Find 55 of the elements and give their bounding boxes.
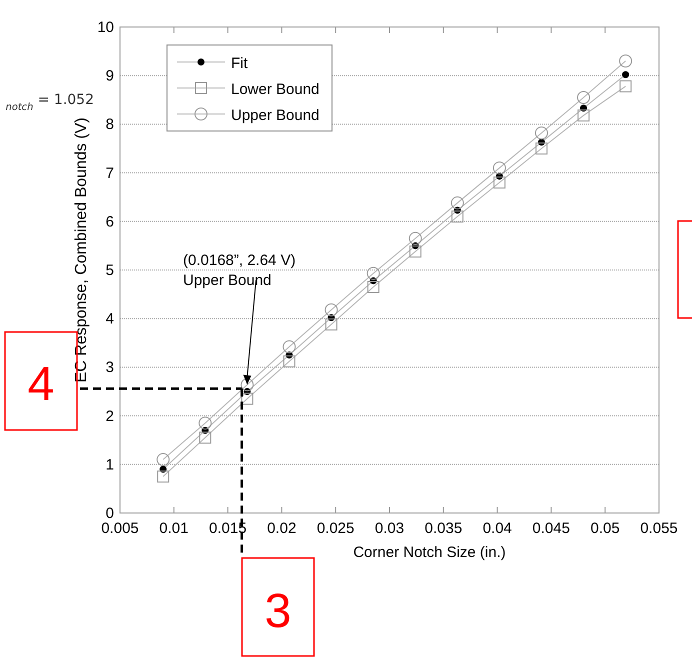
point (198, 416, 212, 430)
point (366, 266, 380, 280)
x-tick-label: 0.03 (374, 520, 404, 537)
y-tick-label: 0 (106, 505, 114, 522)
point (577, 90, 590, 104)
y-tick-label: 8 (106, 116, 114, 134)
point (493, 176, 506, 189)
legend-label: Upper Bound (231, 107, 320, 124)
x-tick-label: 0.05 (590, 520, 620, 537)
point (156, 453, 170, 466)
legend-label: Fit (231, 55, 248, 72)
point (408, 232, 422, 245)
y-tick-label: 6 (106, 213, 114, 230)
text: 4 (28, 358, 54, 411)
y-tick-label: 7 (106, 164, 114, 182)
point (324, 303, 338, 316)
x-tick-label: 0.01 (159, 520, 188, 537)
point (620, 80, 632, 92)
point (157, 470, 170, 483)
point (283, 355, 296, 368)
point (409, 246, 422, 258)
x-tick-label: 0.035 (424, 520, 462, 537)
y-tick-label: 9 (106, 68, 114, 85)
y-tick-label: 3 (106, 359, 114, 376)
x-tick-label: 0.015 (209, 520, 247, 537)
y-tick-label: 1 (106, 456, 114, 474)
point (619, 54, 632, 68)
point (241, 392, 254, 405)
point (535, 126, 548, 140)
point (492, 161, 506, 174)
text: $_{notch}$ = 1.052 (6, 92, 94, 112)
point (578, 109, 590, 122)
point (450, 196, 464, 210)
point (367, 281, 380, 294)
y-tick-label: 5 (106, 262, 114, 279)
text: 3 (264, 585, 292, 638)
point (325, 318, 338, 330)
x-tick-label: 0.005 (101, 520, 139, 537)
point (240, 378, 254, 392)
annotation: (0.0168”, 2.64 V) Upper Bound (183, 252, 296, 289)
point (536, 142, 548, 154)
y-tick-label: 2 (106, 408, 114, 425)
point (282, 340, 296, 354)
point (451, 210, 464, 223)
x-axis-title: Corner Notch Size (in.) (353, 544, 506, 561)
legend-label: Lower Bound (231, 81, 320, 98)
point (199, 432, 212, 444)
x-tick-label: 0.025 (316, 520, 354, 537)
x-tick-label: 0.045 (532, 520, 570, 537)
y-tick-label: 10 (97, 19, 114, 36)
x-tick-label: 0.055 (640, 520, 678, 537)
point (622, 71, 630, 78)
x-tick-label: 0.04 (482, 520, 512, 537)
x-tick-label: 0.02 (267, 520, 296, 537)
y-tick-label: 4 (106, 310, 114, 328)
